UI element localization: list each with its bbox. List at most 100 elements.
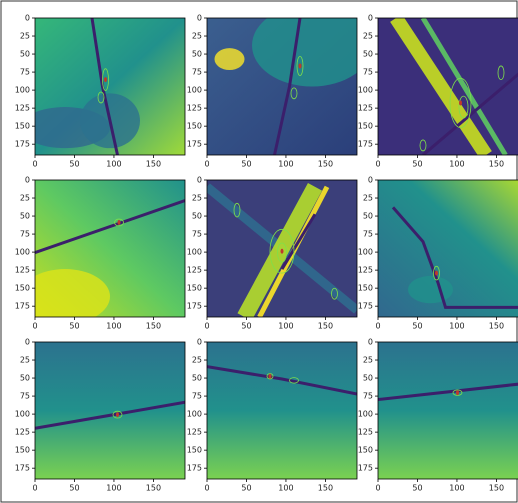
x-tick-label: 0 [204, 160, 209, 169]
x-tick-label: 100 [278, 322, 293, 331]
image-panel: 0501001500255075100125150175 [187, 4, 372, 168]
y-tick-label: 50 [363, 50, 373, 59]
x-tick-label: 0 [375, 160, 380, 169]
y-tick-label: 25 [20, 356, 30, 365]
x-tick-label: 50 [241, 160, 251, 169]
x-tick-label: 100 [106, 160, 121, 169]
y-tick-label: 175 [187, 140, 202, 149]
y-tick-label: 25 [192, 32, 202, 41]
x-tick-label: 50 [412, 322, 422, 331]
image-region [252, 4, 372, 86]
detection [435, 271, 438, 276]
y-tick-label: 0 [368, 14, 373, 23]
y-tick-label: 100 [187, 248, 202, 257]
image [207, 4, 372, 155]
x-tick-label: 0 [32, 160, 37, 169]
y-tick-label: 0 [197, 338, 202, 347]
x-tick-label: 100 [106, 484, 121, 493]
x-tick-label: 100 [278, 160, 293, 169]
x-tick-label: 50 [412, 484, 422, 493]
y-tick-label: 100 [358, 248, 373, 257]
y-tick-label: 25 [363, 356, 373, 365]
y-tick-label: 50 [363, 212, 373, 221]
y-tick-label: 175 [358, 464, 373, 473]
y-tick-label: 75 [363, 68, 373, 77]
x-tick-label: 50 [69, 484, 79, 493]
y-tick-label: 150 [358, 446, 373, 455]
image-background [378, 342, 518, 479]
x-tick-label: 150 [146, 484, 161, 493]
y-tick-label: 125 [358, 104, 373, 113]
y-tick-label: 0 [197, 14, 202, 23]
y-tick-label: 100 [187, 410, 202, 419]
x-tick-label: 0 [204, 484, 209, 493]
image [20, 180, 185, 324]
image [207, 180, 357, 317]
y-tick-label: 100 [358, 86, 373, 95]
y-tick-label: 50 [192, 374, 202, 383]
y-tick-label: 25 [192, 194, 202, 203]
image [378, 180, 518, 317]
y-tick-label: 100 [15, 86, 30, 95]
y-tick-label: 175 [187, 302, 202, 311]
figure: 0 50 100 150 0 25 50 75 100 125 150 175 0 50 100 150 0 25… [0, 0, 518, 503]
y-tick-label: 100 [358, 410, 373, 419]
x-tick-label: 150 [146, 322, 161, 331]
y-tick-label: 175 [358, 140, 373, 149]
y-tick-label: 25 [363, 194, 373, 203]
y-tick-label: 175 [187, 464, 202, 473]
x-tick-label: 0 [375, 322, 380, 331]
x-tick-label: 150 [489, 322, 504, 331]
y-tick-label: 50 [192, 50, 202, 59]
y-tick-label: 75 [20, 68, 30, 77]
detection [118, 220, 121, 225]
x-tick-label: 50 [69, 160, 79, 169]
image [20, 18, 185, 155]
x-tick-label: 150 [318, 322, 333, 331]
x-tick-label: 150 [489, 484, 504, 493]
x-tick-label: 100 [449, 160, 464, 169]
image [35, 342, 185, 479]
y-tick-label: 25 [363, 32, 373, 41]
image-region [408, 276, 453, 303]
x-tick-label: 100 [106, 322, 121, 331]
y-tick-label: 175 [15, 464, 30, 473]
y-tick-label: 25 [192, 356, 202, 365]
image-region [20, 269, 110, 324]
image-background [35, 342, 185, 479]
y-tick-label: 75 [192, 392, 202, 401]
y-tick-label: 175 [15, 302, 30, 311]
y-tick-label: 125 [187, 428, 202, 437]
x-tick-label: 100 [278, 484, 293, 493]
y-tick-label: 0 [368, 338, 373, 347]
y-tick-label: 150 [187, 446, 202, 455]
y-tick-label: 150 [15, 446, 30, 455]
y-tick-label: 125 [15, 266, 30, 275]
image [378, 18, 518, 155]
y-tick-label: 50 [20, 212, 30, 221]
y-tick-label: 150 [358, 284, 373, 293]
image-background [207, 342, 357, 479]
image-panel: 0501001500255075100125150175 [358, 176, 518, 331]
x-tick-label: 0 [204, 322, 209, 331]
x-tick-label: 150 [318, 484, 333, 493]
y-tick-label: 0 [25, 338, 30, 347]
detection [269, 374, 272, 379]
y-tick-label: 150 [15, 284, 30, 293]
y-tick-label: 25 [20, 32, 30, 41]
y-tick-label: 125 [358, 428, 373, 437]
y-tick-label: 125 [187, 104, 202, 113]
x-tick-label: 100 [449, 322, 464, 331]
detection [299, 63, 302, 68]
y-tick-label: 25 [20, 194, 30, 203]
x-tick-label: 50 [69, 322, 79, 331]
y-tick-label: 75 [363, 230, 373, 239]
y-tick-label: 150 [187, 284, 202, 293]
y-tick-label: 100 [15, 410, 30, 419]
y-tick-label: 125 [15, 104, 30, 113]
detection [281, 249, 284, 254]
y-tick-label: 75 [20, 230, 30, 239]
